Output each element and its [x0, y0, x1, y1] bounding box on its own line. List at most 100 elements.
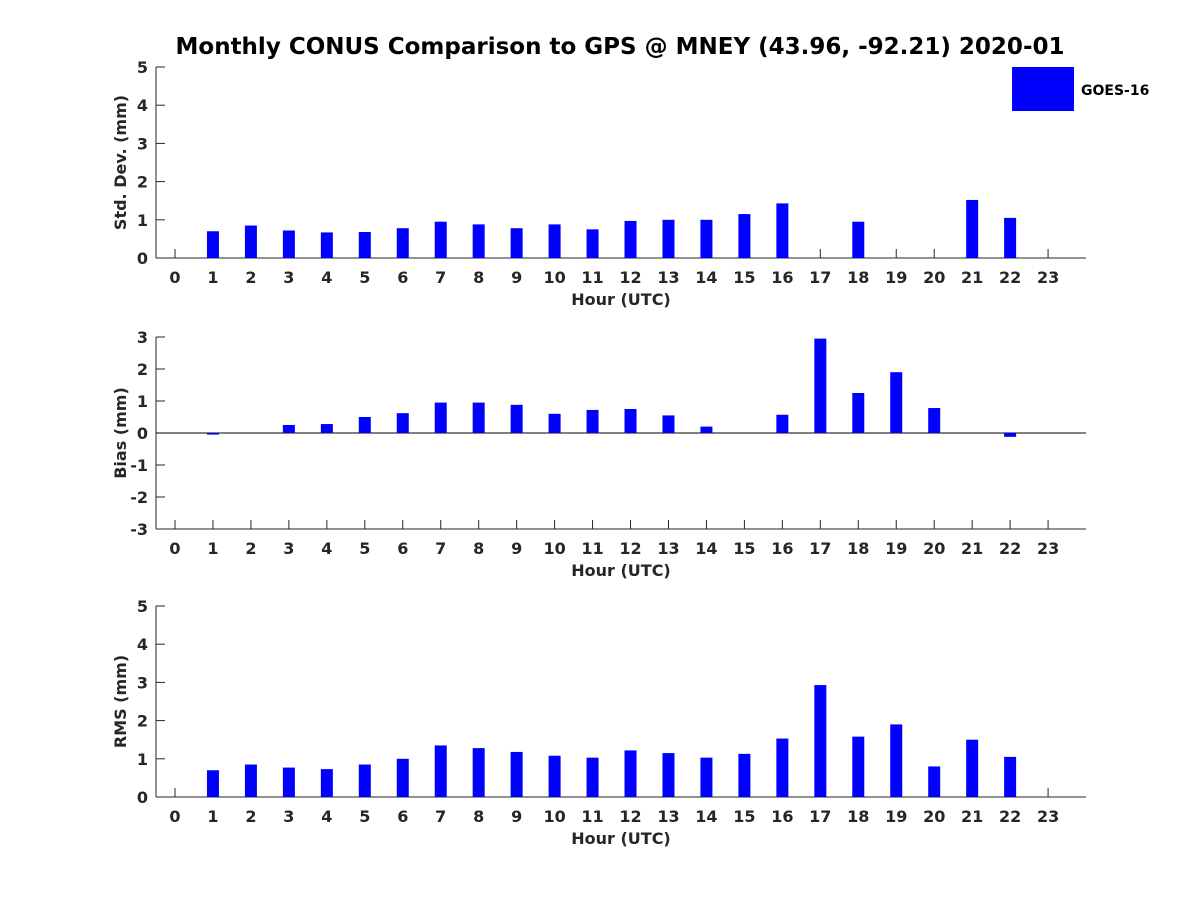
y-tick-label: 2	[137, 360, 148, 379]
x-axis-label: Hour (UTC)	[571, 561, 671, 580]
bar-hour-12	[624, 409, 637, 433]
x-tick-label: 10	[543, 539, 565, 558]
bar-hour-10	[548, 755, 561, 797]
bar-hour-10	[548, 224, 561, 258]
bar-hour-1	[206, 770, 219, 797]
x-tick-label: 5	[359, 807, 370, 826]
x-tick-label: 2	[245, 268, 256, 287]
x-tick-label: 5	[359, 539, 370, 558]
x-tick-label: 14	[695, 539, 717, 558]
x-tick-label: 19	[885, 539, 907, 558]
x-tick-label: 1	[207, 268, 218, 287]
bar-hour-6	[396, 758, 409, 797]
bar-hour-11	[586, 409, 599, 433]
x-tick-label: 20	[923, 807, 945, 826]
x-axis-label: Hour (UTC)	[571, 290, 671, 309]
x-tick-label: 10	[543, 807, 565, 826]
y-tick-label: 5	[137, 58, 148, 77]
bar-hour-18	[852, 393, 865, 433]
x-tick-label: 14	[695, 268, 717, 287]
bar-hour-11	[586, 757, 599, 797]
legend-swatch	[1012, 67, 1074, 111]
y-tick-label: 3	[137, 328, 148, 347]
y-tick-label: 3	[137, 134, 148, 153]
y-tick-label: -2	[130, 488, 148, 507]
x-tick-label: 17	[809, 807, 831, 826]
y-tick-label: 0	[137, 788, 148, 807]
x-tick-label: 19	[885, 268, 907, 287]
bar-hour-15	[738, 214, 751, 258]
x-tick-label: 12	[619, 539, 641, 558]
x-tick-label: 7	[435, 268, 446, 287]
bar-hour-5	[358, 232, 371, 258]
x-tick-label: 13	[657, 268, 679, 287]
x-tick-label: 2	[245, 807, 256, 826]
bar-hour-5	[358, 764, 371, 797]
chart-title: Monthly CONUS Comparison to GPS @ MNEY (…	[176, 34, 1065, 60]
x-tick-label: 20	[923, 539, 945, 558]
bar-hour-15	[738, 753, 751, 797]
bar-hour-13	[662, 753, 675, 797]
x-tick-label: 18	[847, 268, 869, 287]
bar-hour-18	[852, 736, 865, 797]
x-tick-label: 7	[435, 539, 446, 558]
x-tick-label: 16	[771, 807, 793, 826]
x-tick-label: 23	[1037, 807, 1059, 826]
y-tick-label: 1	[137, 750, 148, 769]
x-tick-label: 0	[169, 807, 180, 826]
bar-hour-7	[434, 745, 447, 797]
x-tick-label: 14	[695, 807, 717, 826]
bar-hour-21	[966, 739, 979, 797]
x-tick-label: 22	[999, 268, 1021, 287]
y-tick-label: 1	[137, 211, 148, 230]
x-tick-label: 22	[999, 539, 1021, 558]
x-tick-label: 9	[511, 268, 522, 287]
x-tick-label: 17	[809, 539, 831, 558]
x-tick-label: 20	[923, 268, 945, 287]
y-axis-label: RMS (mm)	[111, 655, 130, 748]
x-tick-label: 6	[397, 539, 408, 558]
x-tick-label: 12	[619, 268, 641, 287]
x-tick-label: 5	[359, 268, 370, 287]
x-tick-label: 13	[657, 539, 679, 558]
x-tick-label: 3	[283, 539, 294, 558]
bar-hour-9	[510, 228, 523, 258]
x-tick-label: 4	[321, 539, 332, 558]
y-tick-label: 3	[137, 673, 148, 692]
bar-hour-14	[700, 757, 713, 797]
bar-hour-13	[662, 415, 675, 433]
bar-hour-22	[1004, 756, 1017, 797]
bar-hour-6	[396, 228, 409, 258]
x-tick-label: 7	[435, 807, 446, 826]
bar-hour-20	[928, 766, 941, 797]
x-tick-label: 15	[733, 268, 755, 287]
x-tick-label: 18	[847, 807, 869, 826]
x-tick-label: 23	[1037, 539, 1059, 558]
bar-hour-4	[320, 232, 333, 258]
y-tick-label: 0	[137, 249, 148, 268]
y-tick-label: 4	[137, 635, 148, 654]
y-tick-label: 4	[137, 96, 148, 115]
bar-hour-16	[776, 738, 789, 797]
bar-hour-13	[662, 219, 675, 258]
bar-hour-21	[966, 199, 979, 258]
bar-hour-17	[814, 338, 827, 433]
x-tick-label: 4	[321, 807, 332, 826]
bar-hour-14	[700, 219, 713, 258]
bar-hour-4	[320, 769, 333, 797]
x-tick-label: 0	[169, 539, 180, 558]
bar-hour-11	[586, 229, 599, 258]
y-axis-label: Bias (mm)	[111, 387, 130, 479]
bar-hour-16	[776, 414, 789, 433]
x-tick-label: 15	[733, 539, 755, 558]
y-tick-label: 2	[137, 712, 148, 731]
y-tick-label: 5	[137, 597, 148, 616]
bar-hour-17	[814, 685, 827, 797]
bar-hour-8	[472, 402, 485, 433]
x-tick-label: 21	[961, 539, 983, 558]
y-tick-label: -3	[130, 520, 148, 539]
x-tick-label: 8	[473, 539, 484, 558]
x-tick-label: 8	[473, 268, 484, 287]
